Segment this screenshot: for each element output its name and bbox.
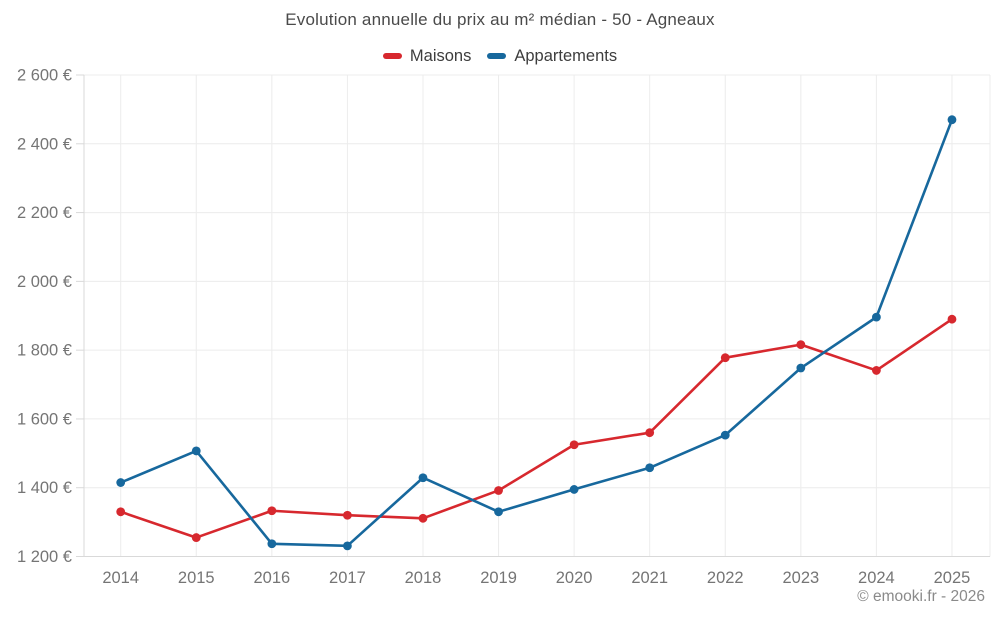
data-point-appartements-2018[interactable] bbox=[418, 473, 428, 483]
y-tick-label: 1 800 € bbox=[17, 342, 72, 360]
chart-legend: Maisons Appartements bbox=[0, 45, 1000, 67]
data-point-maisons-2017[interactable] bbox=[343, 510, 352, 520]
y-tick-label: 2 600 € bbox=[17, 67, 72, 85]
legend-item-appartements[interactable]: Appartements bbox=[487, 47, 617, 66]
data-point-appartements-2025[interactable] bbox=[947, 115, 957, 125]
maisons-series-swatch-icon bbox=[382, 53, 402, 59]
legend-item-maisons[interactable]: Maisons bbox=[382, 46, 472, 66]
data-point-maisons-2024[interactable] bbox=[872, 366, 881, 375]
x-tick-label: 2022 bbox=[707, 569, 744, 587]
data-point-maisons-2018[interactable] bbox=[418, 513, 428, 523]
x-tick-label: 2016 bbox=[253, 569, 290, 587]
y-tick-label: 2 200 € bbox=[17, 204, 72, 222]
x-tick-label: 2014 bbox=[102, 569, 139, 587]
data-point-appartements-2014[interactable] bbox=[116, 478, 126, 487]
copyright-footer: © emooki.fr - 2026 bbox=[857, 588, 985, 605]
y-tick-label: 2 000 € bbox=[17, 273, 72, 291]
x-tick-label: 2020 bbox=[556, 569, 593, 587]
x-tick-label: 2015 bbox=[178, 569, 215, 587]
data-point-appartements-2024[interactable] bbox=[872, 312, 881, 322]
data-point-maisons-2025[interactable] bbox=[947, 314, 957, 324]
series-maisons bbox=[116, 314, 957, 542]
x-tick-label: 2024 bbox=[858, 569, 895, 587]
x-tick-label: 2017 bbox=[329, 569, 366, 587]
data-point-appartements-2023[interactable] bbox=[796, 363, 806, 373]
x-tick-label: 2018 bbox=[405, 569, 442, 587]
y-tick-label: 2 400 € bbox=[17, 135, 72, 153]
x-tick-label: 2023 bbox=[782, 569, 819, 587]
data-point-appartements-2022[interactable] bbox=[720, 430, 730, 440]
data-point-maisons-2020[interactable] bbox=[569, 440, 579, 450]
data-point-appartements-2020[interactable] bbox=[569, 485, 579, 494]
data-point-appartements-2019[interactable] bbox=[494, 507, 503, 517]
data-point-maisons-2015[interactable] bbox=[191, 533, 201, 542]
chart-title: Evolution annuelle du prix au m² médian … bbox=[285, 10, 715, 29]
y-axis-labels: 1 200 € 1 400 € 1 600 € 1 800 € 2 000 € 2 200… bbox=[17, 67, 72, 567]
series-line bbox=[119, 317, 954, 539]
x-tick-label: 2019 bbox=[480, 569, 517, 587]
legend-label-appartements: Appartements bbox=[514, 46, 618, 65]
series-appartements bbox=[116, 115, 957, 551]
y-tick-label: 1 400 € bbox=[17, 479, 72, 497]
y-tick-label: 1 600 € bbox=[17, 410, 72, 428]
legend-label-maisons: Maisons bbox=[409, 46, 472, 65]
x-gridlines bbox=[120, 75, 991, 557]
series-line bbox=[119, 118, 954, 548]
data-point-appartements-2015[interactable] bbox=[191, 446, 201, 456]
data-point-maisons-2019[interactable] bbox=[494, 486, 503, 495]
data-point-maisons-2016[interactable] bbox=[267, 506, 277, 516]
data-point-appartements-2021[interactable] bbox=[645, 463, 655, 473]
y-tick-label: 1 200 € bbox=[17, 548, 72, 566]
x-tick-label: 2025 bbox=[934, 569, 971, 587]
appartements-series-swatch-icon bbox=[487, 53, 507, 59]
data-point-maisons-2022[interactable] bbox=[720, 353, 730, 363]
data-point-maisons-2023[interactable] bbox=[796, 340, 806, 350]
data-point-maisons-2021[interactable] bbox=[645, 428, 655, 438]
data-point-appartements-2017[interactable] bbox=[343, 541, 352, 551]
data-point-maisons-2014[interactable] bbox=[116, 507, 126, 517]
data-point-appartements-2016[interactable] bbox=[267, 539, 277, 549]
x-axis-labels: 2014 2015 2016 2017 2018 2019 2020 2021 2022 2023… bbox=[102, 569, 970, 587]
x-tick-label: 2021 bbox=[631, 569, 668, 587]
y-gridlines bbox=[76, 74, 990, 557]
